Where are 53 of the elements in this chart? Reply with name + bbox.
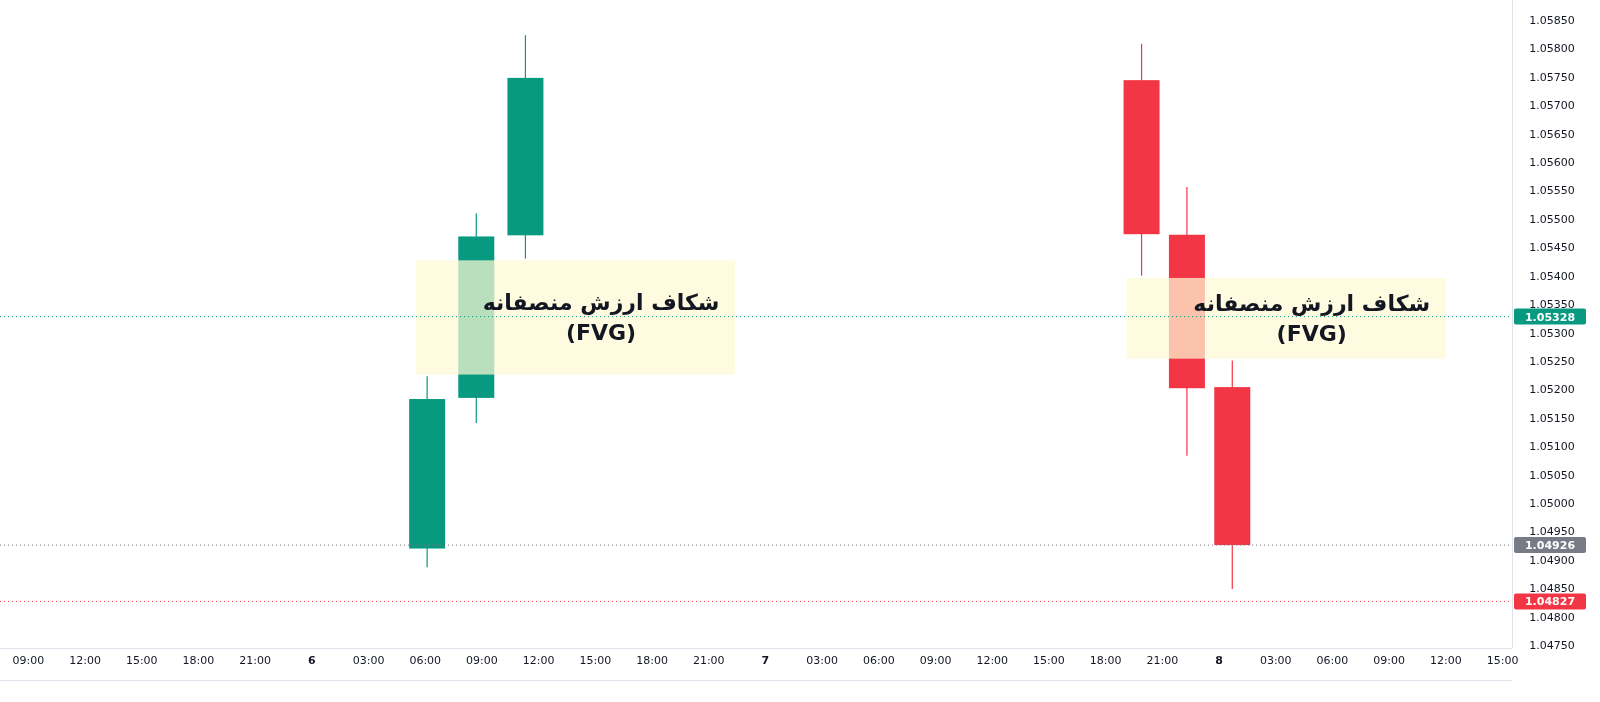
x-tick-label: 12:00 (69, 654, 101, 667)
y-tick-label: 1.05550 (1529, 184, 1575, 198)
y-tick-label: 1.04900 (1529, 553, 1575, 567)
x-tick-label: 03:00 (1259, 654, 1292, 667)
y-tick-label: 1.05400 (1529, 269, 1575, 283)
x-tick-label: 06:00 (409, 654, 442, 667)
x-tick-label: 09:00 (466, 654, 498, 667)
y-tick-label: 1.05450 (1529, 241, 1575, 255)
x-tick-label: 18:00 (636, 654, 668, 667)
y-tick-label: 1.04750 (1529, 639, 1575, 653)
x-tick-label: 18:00 (182, 654, 215, 667)
y-tick-label: 1.05600 (1529, 156, 1575, 169)
y-tick-label: 1.05100 (1529, 440, 1575, 454)
ref-line-label: 1.05328 (1524, 310, 1576, 324)
x-tick-label: 18:00 (1089, 654, 1122, 667)
y-tick-label: 1.05650 (1529, 127, 1575, 141)
ref-line-label: 1.04827 (1524, 595, 1576, 609)
x-tick-label: 12:00 (976, 654, 1009, 667)
x-tick-label: 6 (308, 654, 317, 667)
x-tick-label: 21:00 (1146, 654, 1179, 667)
ref-line-label: 1.04926 (1524, 539, 1576, 553)
x-tick-label: 09:00 (919, 654, 952, 667)
y-tick-label: 1.05700 (1529, 99, 1575, 113)
x-tick-label: 03:00 (352, 654, 385, 667)
y-tick-label: 1.05200 (1529, 383, 1575, 397)
y-tick-label: 1.05800 (1529, 42, 1575, 56)
y-tick-label: 1.05850 (1529, 13, 1575, 27)
y-tick-label: 1.04950 (1529, 525, 1575, 539)
y-tick-label: 1.05150 (1529, 411, 1575, 425)
x-tick-label: 15:00 (125, 654, 158, 667)
x-tick-label: 15:00 (1486, 654, 1519, 667)
x-tick-label: 21:00 (692, 654, 725, 667)
x-tick-label: 06:00 (863, 654, 895, 667)
y-tick-label: 1.04800 (1529, 610, 1575, 624)
x-tick-label: 09:00 (1373, 654, 1405, 667)
y-tick-label: 1.05350 (1529, 298, 1575, 312)
y-tick-label: 1.05300 (1529, 326, 1575, 340)
x-tick-label: 21:00 (239, 654, 271, 667)
x-tick-label: 7 (761, 654, 770, 667)
y-tick-label: 1.05500 (1529, 212, 1575, 226)
x-tick-label: 15:00 (1033, 654, 1065, 667)
y-tick-label: 1.05750 (1529, 70, 1575, 84)
y-tick-label: 1.04850 (1529, 582, 1575, 596)
x-tick-label: 12:00 (522, 654, 555, 667)
y-tick-label: 1.05000 (1529, 497, 1575, 511)
x-tick-label: 15:00 (579, 654, 612, 667)
x-tick-label: 06:00 (1316, 654, 1349, 667)
y-tick-label: 1.05050 (1529, 468, 1575, 482)
x-tick-label: 12:00 (1430, 654, 1462, 667)
x-tick-label: 03:00 (806, 654, 838, 667)
y-tick-label: 1.05250 (1529, 354, 1575, 368)
x-tick-label: 8 (1215, 654, 1223, 667)
x-tick-label: 09:00 (12, 654, 45, 667)
